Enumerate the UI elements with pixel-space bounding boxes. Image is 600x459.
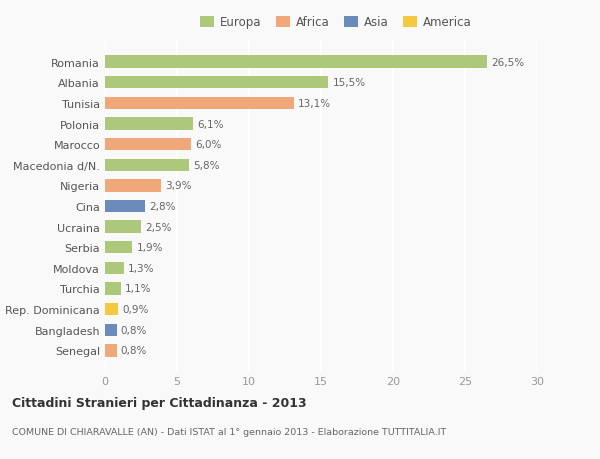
Text: COMUNE DI CHIARAVALLE (AN) - Dati ISTAT al 1° gennaio 2013 - Elaborazione TUTTIT: COMUNE DI CHIARAVALLE (AN) - Dati ISTAT … [12,427,446,436]
Text: 26,5%: 26,5% [491,57,524,67]
Bar [105,201,145,213]
Text: Cittadini Stranieri per Cittadinanza - 2013: Cittadini Stranieri per Cittadinanza - 2… [12,396,307,409]
Bar [105,77,328,89]
Text: 0,8%: 0,8% [121,346,147,356]
Bar [105,56,487,69]
Text: 15,5%: 15,5% [332,78,365,88]
Bar [105,262,124,274]
Bar [105,139,191,151]
Bar [105,324,116,336]
Text: 13,1%: 13,1% [298,99,331,109]
Text: 6,0%: 6,0% [196,140,222,150]
Bar [105,241,133,254]
Text: 6,1%: 6,1% [197,119,224,129]
Bar [105,159,188,172]
Text: 3,9%: 3,9% [166,181,192,191]
Bar [105,221,141,233]
Text: 1,3%: 1,3% [128,263,155,273]
Bar [105,97,293,110]
Bar [105,118,193,130]
Legend: Europa, Africa, Asia, America: Europa, Africa, Asia, America [197,13,475,33]
Text: 0,8%: 0,8% [121,325,147,335]
Bar [105,283,121,295]
Text: 5,8%: 5,8% [193,160,220,170]
Bar [105,303,118,316]
Text: 2,5%: 2,5% [145,222,172,232]
Bar [105,180,161,192]
Text: 1,1%: 1,1% [125,284,152,294]
Text: 2,8%: 2,8% [149,202,176,212]
Bar [105,344,116,357]
Text: 1,9%: 1,9% [137,243,163,253]
Text: 0,9%: 0,9% [122,304,149,314]
